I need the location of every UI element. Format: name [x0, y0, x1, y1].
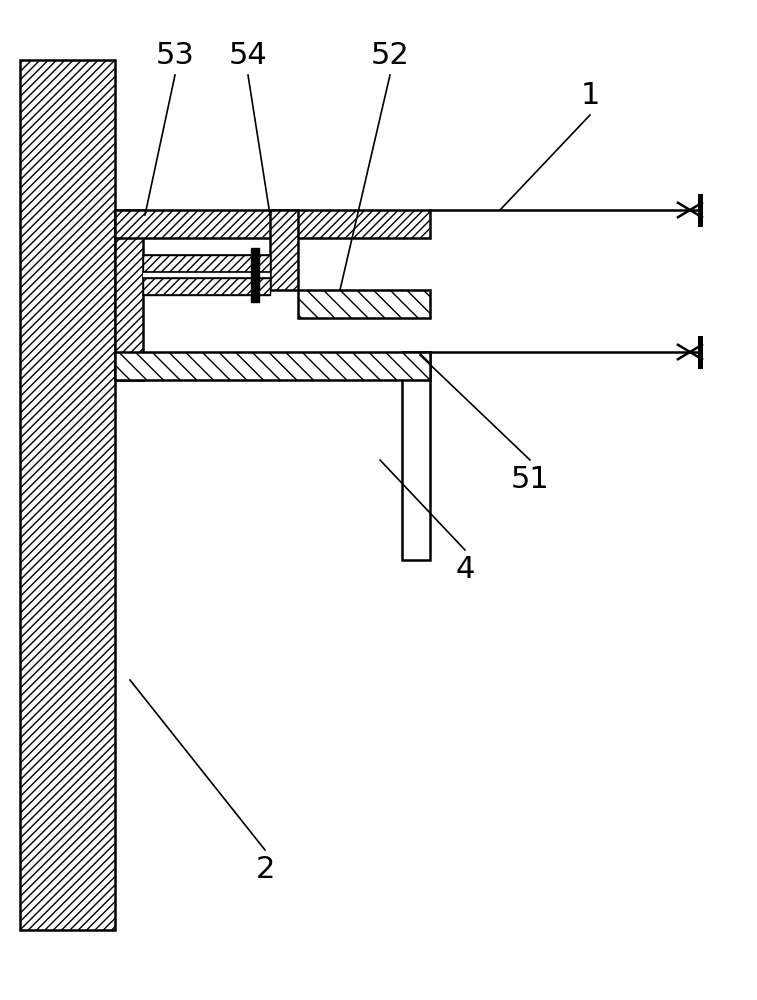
Text: 53: 53	[155, 40, 195, 70]
Bar	[115, 210, 430, 238]
Text: 2: 2	[255, 856, 275, 884]
Bar	[115, 210, 143, 380]
Text: 4: 4	[455, 556, 475, 584]
Bar	[298, 290, 430, 318]
Bar	[251, 248, 259, 302]
Bar	[20, 60, 115, 930]
Bar	[270, 210, 298, 290]
Bar	[143, 255, 270, 272]
Text: 52: 52	[371, 40, 410, 70]
Bar	[115, 352, 430, 380]
Bar	[402, 352, 430, 560]
Text: 1: 1	[581, 81, 600, 109]
Text: 54: 54	[229, 40, 267, 70]
Text: 51: 51	[511, 466, 550, 494]
Bar	[143, 278, 270, 295]
Bar	[143, 272, 270, 278]
